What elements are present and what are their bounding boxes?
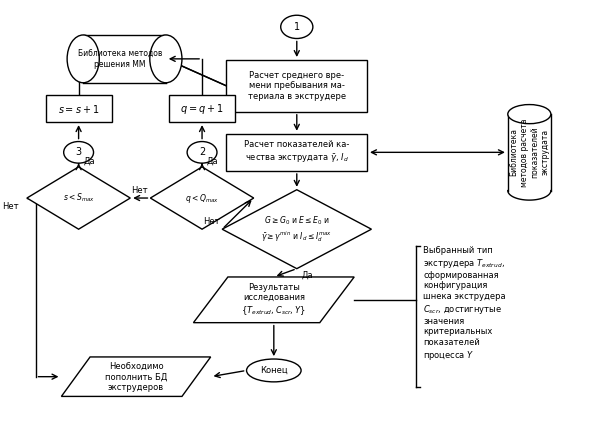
Text: $q < Q_{max}$: $q < Q_{max}$: [185, 192, 219, 205]
FancyBboxPatch shape: [46, 95, 112, 122]
Text: $s < S_{max}$: $s < S_{max}$: [63, 192, 94, 204]
Circle shape: [64, 141, 94, 163]
Polygon shape: [27, 167, 130, 229]
Text: 1: 1: [294, 22, 300, 32]
Text: Да: Да: [83, 156, 95, 165]
Text: Да: Да: [207, 156, 218, 165]
Text: $s = s + 1$: $s = s + 1$: [58, 103, 99, 115]
Text: Конец: Конец: [260, 366, 288, 375]
Ellipse shape: [150, 35, 182, 83]
Circle shape: [281, 15, 313, 38]
Text: 3: 3: [76, 147, 82, 157]
FancyBboxPatch shape: [169, 95, 235, 122]
Polygon shape: [508, 114, 551, 191]
Text: Выбранный тип
экструдера $T_{extrud}$,
сформированная
конфигурация
шнека экструд: Выбранный тип экструдера $T_{extrud}$, с…: [423, 246, 505, 362]
Text: Да: Да: [301, 270, 313, 280]
Text: $q = q + 1$: $q = q + 1$: [180, 102, 224, 116]
Text: 2: 2: [199, 147, 205, 157]
Text: Нет: Нет: [2, 202, 18, 211]
Text: Расчет показателей ка-
чества экструдата $\bar{\gamma}$, $I_d$: Расчет показателей ка- чества экструдата…: [244, 141, 349, 164]
Text: Нет: Нет: [203, 217, 219, 226]
Text: $G \geq G_0$ и $E \leq E_0$ и
$\bar{\gamma} \geq \gamma^{min}$ и $I_d \leq I_d^{: $G \geq G_0$ и $E \leq E_0$ и $\bar{\gam…: [261, 214, 332, 244]
Polygon shape: [61, 357, 211, 397]
Text: Нет: Нет: [131, 186, 147, 195]
Polygon shape: [194, 277, 354, 322]
Polygon shape: [222, 190, 371, 269]
Text: Расчет среднего вре-
мени пребывания ма-
териала в экструдере: Расчет среднего вре- мени пребывания ма-…: [248, 71, 346, 101]
Text: Необходимо
пополнить БД
экструдеров: Необходимо пополнить БД экструдеров: [105, 362, 167, 392]
Text: Результаты
исследования
$\{T_{extrud}, C_{scr}, Y\}$: Результаты исследования $\{T_{extrud}, C…: [242, 283, 306, 317]
Ellipse shape: [508, 104, 551, 124]
Ellipse shape: [246, 359, 301, 382]
Circle shape: [187, 141, 217, 163]
Text: Библиотека
методов расчета
показателей
экструдата: Библиотека методов расчета показателей э…: [509, 118, 549, 187]
Polygon shape: [83, 35, 166, 83]
Polygon shape: [150, 167, 254, 229]
Text: Библиотека методов
решения ММ: Библиотека методов решения ММ: [78, 49, 162, 69]
FancyBboxPatch shape: [227, 133, 367, 171]
FancyBboxPatch shape: [227, 60, 367, 112]
Ellipse shape: [508, 181, 551, 200]
Ellipse shape: [67, 35, 99, 83]
